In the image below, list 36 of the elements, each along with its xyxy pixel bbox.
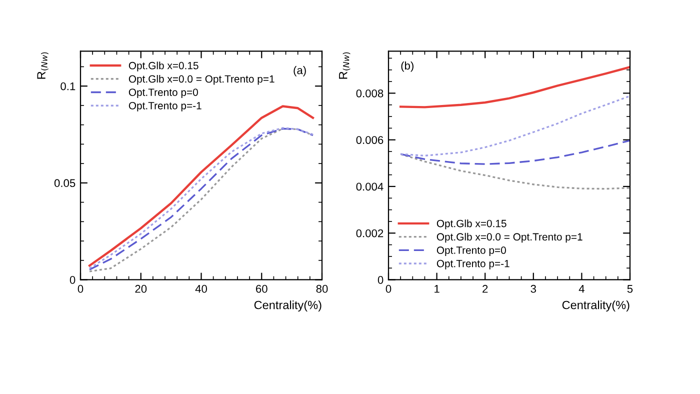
legend-label: Opt.Trento p=-1 <box>436 260 510 270</box>
y-axis-title: R$_{(Nw)}$ <box>37 52 48 79</box>
y-tick-label: 0.008 <box>356 89 384 98</box>
legend-label: Opt.Glb x=0.15 <box>436 220 506 230</box>
legend-label: Opt.Glb x=0.0 = Opt.Trento p=1 <box>128 74 274 85</box>
x-tick-label: 5 <box>627 285 633 293</box>
x-tick-label: 60 <box>256 284 268 293</box>
y-axis-title: R$_{(Nw)}$ <box>339 52 350 79</box>
y-tick-label: 0.004 <box>356 182 384 191</box>
y-tick-label: 0.002 <box>356 229 384 238</box>
annotation: (a) <box>294 66 306 76</box>
x-tick-label: 20 <box>135 284 147 293</box>
x-tick-label: 40 <box>195 284 207 293</box>
x-tick-label: 0 <box>386 284 392 293</box>
legend-label: Opt.Trento p=0 <box>436 246 506 256</box>
legend-label: Opt.Glb x=0.15 <box>128 62 198 72</box>
x-tick-label: 0 <box>78 284 84 293</box>
line-series <box>400 95 630 157</box>
y-tick-label: 0 <box>70 276 76 284</box>
y-tick-label: 0.05 <box>54 179 76 188</box>
line-series <box>400 153 630 190</box>
x-axis-title: Centrality(%) <box>562 300 630 312</box>
x-tick-label: 1 <box>434 285 440 293</box>
x-tick-label: 2 <box>482 284 488 293</box>
y-tick-label: 0 <box>378 276 384 284</box>
annotation: (b) <box>401 61 414 72</box>
x-tick-label: 3 <box>530 284 536 293</box>
x-tick-label: 80 <box>316 284 328 293</box>
legend-label: Opt.Glb x=0.0 = Opt.Trento p=1 <box>436 232 582 243</box>
legend-label: Opt.Trento p=0 <box>128 88 198 98</box>
x-axis-title: Centrality(%) <box>254 300 322 312</box>
line-series <box>400 140 630 165</box>
y-tick-label: 0.1 <box>60 82 76 90</box>
x-tick-label: 4 <box>578 285 584 293</box>
legend-label: Opt.Trento p=-1 <box>128 102 202 112</box>
y-tick-label: 0.006 <box>356 136 384 144</box>
